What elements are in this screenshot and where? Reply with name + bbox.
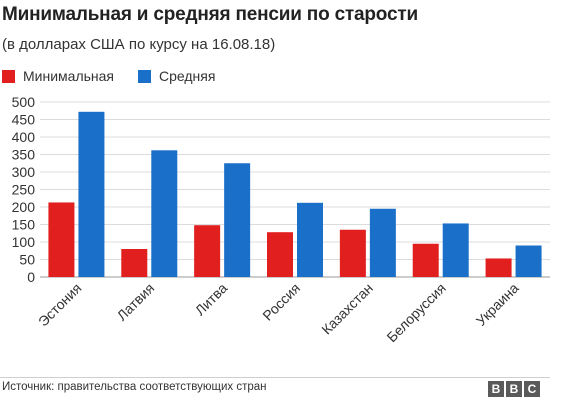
bar-average — [515, 245, 542, 277]
x-tick-label: Эстония — [35, 280, 85, 330]
legend-item-minimal: Минимальная — [2, 68, 114, 84]
y-tick-label: 450 — [12, 112, 36, 128]
y-tick-label: 250 — [12, 182, 36, 198]
chart-subtitle: (в долларах США по курсу на 16.08.18) — [2, 36, 276, 53]
source-note: Источник: правительства соответствующих … — [2, 381, 267, 393]
bar-average — [151, 150, 178, 277]
y-tick-label: 400 — [12, 129, 36, 145]
bar-minimal — [485, 258, 512, 277]
x-tick-label: Казахстан — [318, 280, 376, 338]
legend-label-average: Средняя — [159, 68, 216, 84]
x-tick-label: Белоруссия — [383, 280, 448, 345]
bar-average — [369, 208, 396, 277]
bar-average — [297, 202, 323, 277]
bar-minimal — [121, 249, 148, 277]
legend: Минимальная Средняя — [2, 68, 239, 84]
x-tick-label: Россия — [259, 280, 303, 324]
bbc-logo-letter: C — [524, 381, 540, 397]
y-tick-label: 200 — [12, 199, 36, 215]
y-tick-label: 350 — [12, 147, 36, 163]
y-tick-label: 50 — [19, 252, 35, 268]
bar-minimal — [267, 232, 293, 277]
bar-average — [224, 163, 251, 277]
bar-minimal — [412, 243, 439, 277]
chart-title: Минимальная и средняя пенсии по старости — [2, 4, 418, 25]
x-tick-label: Украина — [473, 280, 522, 329]
bbc-logo-letter: B — [506, 381, 522, 397]
bar-minimal — [194, 225, 221, 277]
bbc-logo-letter: B — [488, 381, 504, 397]
y-tick-label: 100 — [12, 234, 36, 250]
bar-minimal — [48, 202, 75, 277]
legend-swatch-average — [138, 69, 152, 83]
x-tick-label: Латвия — [114, 280, 158, 324]
legend-item-average: Средняя — [138, 68, 215, 84]
bar-average — [78, 111, 105, 277]
footer-divider — [0, 377, 550, 378]
bar-average — [442, 223, 469, 277]
y-tick-label: 0 — [27, 269, 35, 285]
legend-label-minimal: Минимальная — [23, 68, 115, 84]
y-tick-label: 150 — [12, 217, 36, 233]
bar-minimal — [339, 229, 366, 277]
y-tick-label: 500 — [12, 94, 36, 110]
x-tick-label: Литва — [192, 280, 231, 319]
legend-swatch-minimal — [2, 69, 15, 83]
y-tick-label: 300 — [12, 164, 36, 180]
bbc-logo: B B C — [488, 381, 542, 397]
